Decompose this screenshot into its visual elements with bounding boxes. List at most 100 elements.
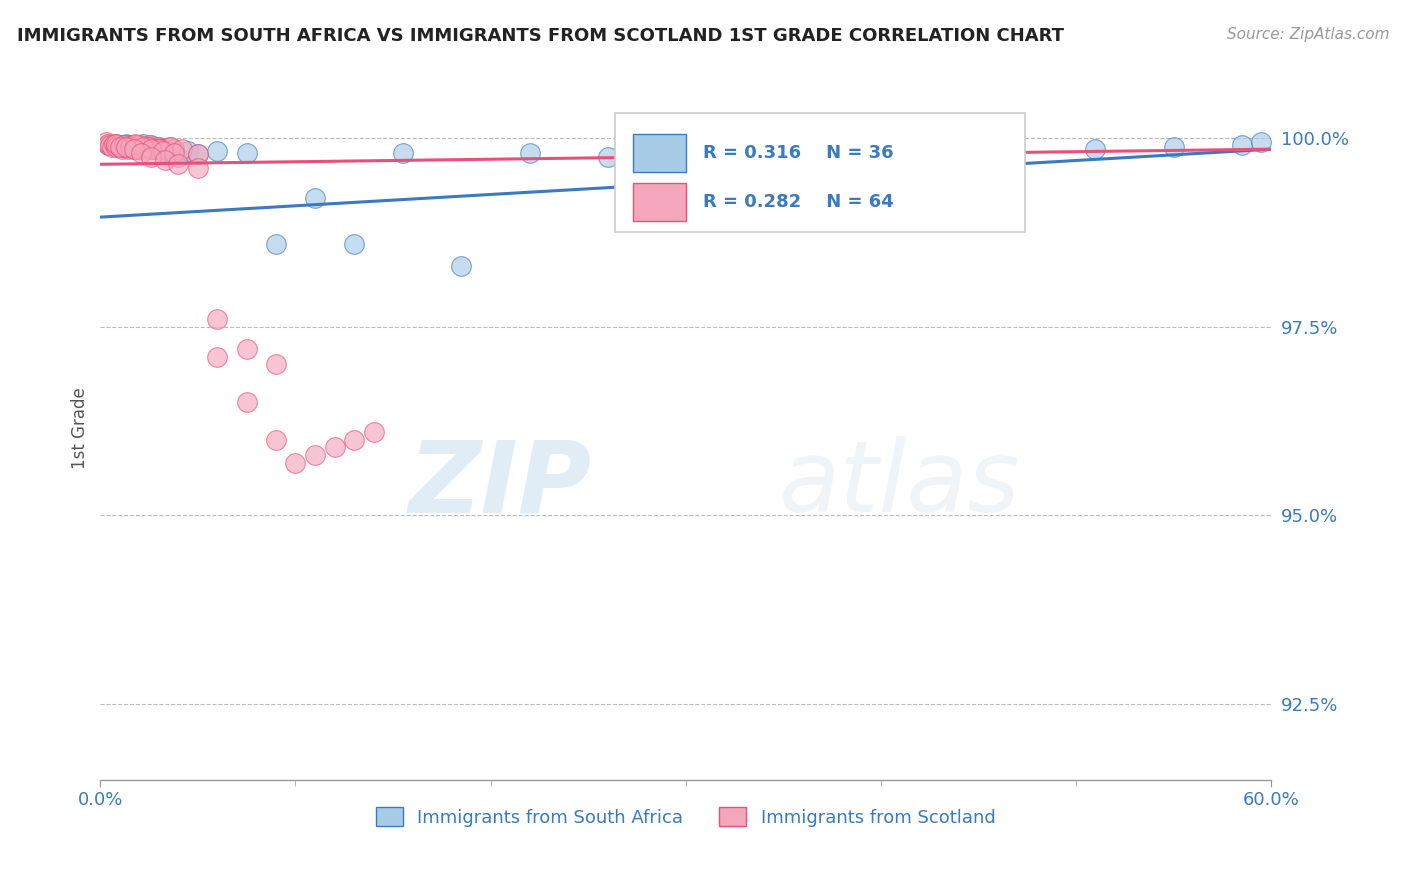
- Point: [117, 142, 139, 156]
- Point: [138, 140, 160, 154]
- Point: [450, 259, 472, 273]
- Point: [1163, 140, 1185, 154]
- Point: [131, 145, 153, 160]
- Point: [127, 142, 149, 156]
- Point: [121, 140, 143, 154]
- Point: [1250, 135, 1272, 149]
- Point: [138, 140, 160, 154]
- Point: [177, 145, 200, 159]
- Point: [207, 312, 229, 326]
- Point: [132, 136, 155, 151]
- Point: [304, 448, 326, 462]
- Point: [122, 142, 145, 156]
- Point: [136, 140, 159, 154]
- Y-axis label: 1st Grade: 1st Grade: [72, 388, 89, 469]
- Point: [107, 138, 129, 153]
- Point: [121, 140, 143, 154]
- Point: [159, 140, 181, 154]
- Point: [103, 136, 125, 151]
- FancyBboxPatch shape: [633, 134, 686, 172]
- Point: [139, 142, 162, 156]
- Point: [153, 142, 176, 156]
- Point: [114, 140, 136, 154]
- Point: [163, 145, 186, 160]
- Point: [139, 138, 162, 153]
- Point: [148, 142, 170, 156]
- Point: [132, 140, 155, 154]
- Point: [98, 138, 121, 153]
- Point: [97, 136, 120, 151]
- Point: [128, 140, 150, 154]
- Point: [128, 138, 150, 153]
- Point: [1084, 142, 1107, 156]
- Point: [122, 142, 145, 156]
- Point: [187, 147, 209, 161]
- Text: ZIP: ZIP: [409, 436, 592, 533]
- Text: IMMIGRANTS FROM SOUTH AFRICA VS IMMIGRANTS FROM SCOTLAND 1ST GRADE CORRELATION C: IMMIGRANTS FROM SOUTH AFRICA VS IMMIGRAN…: [17, 27, 1064, 45]
- Point: [112, 138, 135, 153]
- Point: [152, 142, 174, 156]
- Point: [104, 136, 127, 151]
- Point: [131, 142, 153, 156]
- Point: [363, 425, 385, 440]
- Text: R = 0.282    N = 64: R = 0.282 N = 64: [703, 194, 894, 211]
- Text: Source: ZipAtlas.com: Source: ZipAtlas.com: [1226, 27, 1389, 42]
- Point: [264, 433, 287, 447]
- Point: [284, 456, 307, 470]
- Point: [152, 145, 174, 159]
- Point: [128, 140, 150, 154]
- Point: [121, 140, 143, 154]
- Point: [596, 150, 619, 164]
- Point: [153, 153, 176, 168]
- Point: [124, 138, 146, 153]
- Point: [187, 147, 209, 161]
- Point: [163, 142, 186, 156]
- Point: [235, 343, 257, 357]
- Point: [235, 395, 257, 409]
- Point: [111, 142, 134, 156]
- Point: [128, 142, 150, 156]
- Point: [104, 136, 127, 151]
- Point: [391, 145, 413, 160]
- Point: [519, 145, 541, 160]
- Text: atlas: atlas: [779, 436, 1021, 533]
- Point: [811, 145, 834, 159]
- Point: [167, 157, 190, 171]
- Point: [114, 136, 136, 151]
- Point: [108, 140, 131, 154]
- Point: [167, 150, 190, 164]
- Point: [323, 441, 346, 455]
- Point: [101, 140, 124, 154]
- FancyBboxPatch shape: [633, 183, 686, 221]
- Point: [143, 142, 166, 156]
- Point: [159, 145, 181, 160]
- Point: [142, 142, 165, 156]
- Point: [112, 138, 135, 153]
- Point: [108, 140, 131, 154]
- Point: [108, 138, 131, 153]
- Point: [264, 236, 287, 251]
- Point: [207, 145, 229, 159]
- FancyBboxPatch shape: [616, 112, 1025, 232]
- Point: [148, 142, 170, 156]
- Point: [111, 140, 134, 154]
- Point: [97, 138, 120, 153]
- Point: [138, 138, 160, 153]
- Point: [148, 140, 170, 154]
- Point: [96, 135, 118, 149]
- Point: [132, 140, 155, 154]
- Legend: Immigrants from South Africa, Immigrants from Scotland: Immigrants from South Africa, Immigrants…: [368, 800, 1002, 834]
- Point: [948, 145, 970, 160]
- Point: [124, 136, 146, 151]
- Point: [343, 236, 366, 251]
- Point: [235, 145, 257, 160]
- Point: [118, 138, 141, 153]
- Point: [343, 433, 366, 447]
- Point: [101, 138, 124, 153]
- Point: [304, 191, 326, 205]
- Point: [118, 138, 141, 153]
- Point: [139, 150, 162, 164]
- Point: [124, 138, 146, 153]
- Point: [1230, 138, 1253, 153]
- Text: R = 0.316    N = 36: R = 0.316 N = 36: [703, 145, 894, 162]
